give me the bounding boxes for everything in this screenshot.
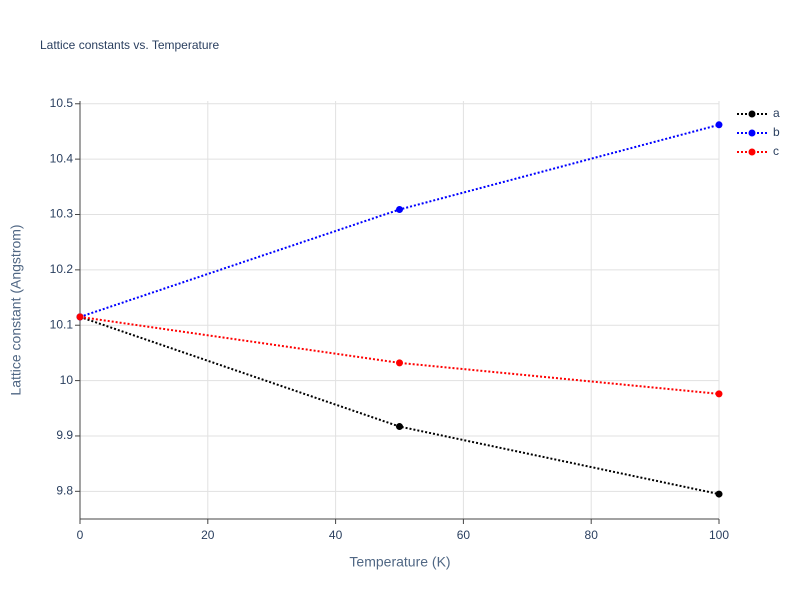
x-tick-label: 0 [77,528,84,542]
legend-label: a [773,106,780,120]
legend-marker [748,129,756,137]
data-point [396,423,403,431]
data-point [396,206,403,214]
legend-marker [748,110,756,118]
x-tick-label: 60 [457,528,471,542]
series-line [79,123,720,318]
x-tick-label: 80 [585,528,599,542]
series-line [79,315,720,395]
y-axis-title: Lattice constant (Angstrom) [8,224,24,395]
y-tick-label: 10.3 [50,207,74,221]
data-point [715,121,723,129]
legend-label: b [773,125,780,139]
y-tick-label: 10.4 [50,151,74,165]
y-tick-label: 9.9 [56,428,73,442]
x-tick-label: 100 [709,528,729,542]
x-axis-title: Temperature (K) [349,554,450,570]
data-point [715,390,723,398]
x-tick-label: 40 [329,528,343,542]
y-tick-label: 10.5 [50,96,74,110]
data-point [396,359,403,367]
y-tick-label: 10.2 [50,262,74,276]
series-line [79,315,720,496]
x-tick-label: 20 [201,528,215,542]
legend-marker [748,148,756,156]
y-tick-label: 10.1 [50,317,74,331]
legend-label: c [773,144,779,158]
data-point [715,490,723,498]
y-tick-label: 10 [60,373,74,387]
chart-title: Lattice constants vs. Temperature [40,38,220,52]
y-tick-label: 9.8 [56,483,73,497]
data-point [76,313,84,321]
